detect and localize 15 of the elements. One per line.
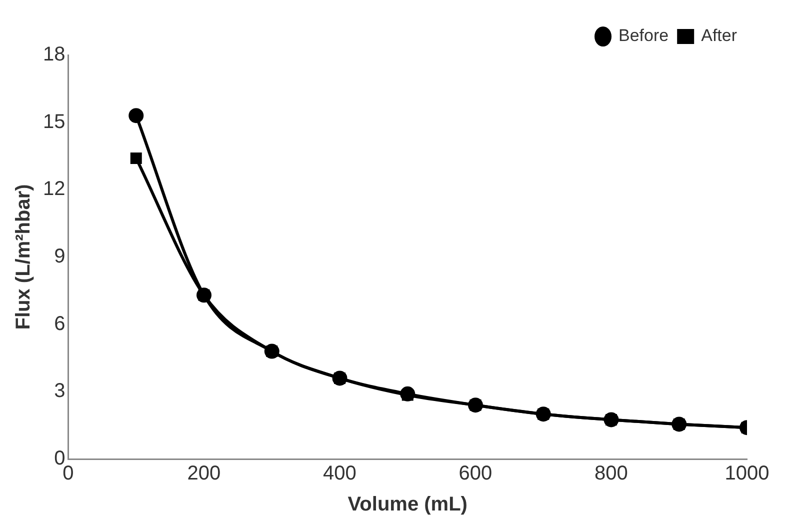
y-tick-label: 6 bbox=[54, 312, 66, 335]
x-tick-label: 600 bbox=[458, 462, 492, 485]
y-tick-label: 15 bbox=[42, 110, 66, 133]
y-axis-title: Flux (L/m²hbar) bbox=[12, 184, 35, 330]
legend-label: After bbox=[701, 26, 738, 46]
legend-label: Before bbox=[618, 26, 669, 46]
x-axis-title: Volume (mL) bbox=[348, 494, 468, 516]
x-tick-label: 200 bbox=[187, 462, 221, 485]
y-tick-label: 3 bbox=[54, 380, 66, 402]
y-tick-label: 9 bbox=[54, 246, 66, 268]
y-tick-label: 18 bbox=[42, 44, 66, 66]
x-tick-label: 800 bbox=[594, 462, 628, 485]
x-tick-label: 1000 bbox=[724, 462, 770, 485]
y-tick-label: 12 bbox=[42, 178, 66, 200]
x-tick-label: 400 bbox=[323, 462, 356, 485]
